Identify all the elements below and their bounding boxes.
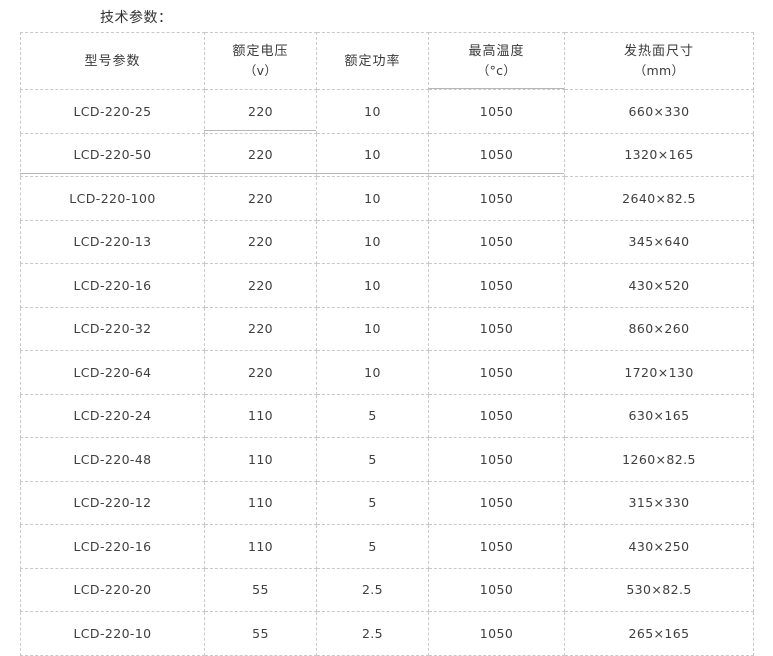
cell-model: LCD-220-64 <box>20 350 205 395</box>
cell-temperature: 1050 <box>428 350 565 395</box>
table-row: LCD-220-64 220 10 1050 1720×130 <box>20 350 754 395</box>
table-row: LCD-220-16 110 5 1050 430×250 <box>20 524 754 569</box>
cell-power: 10 <box>316 219 429 264</box>
cell-voltage: 110 <box>204 480 317 525</box>
cell-size: 1320×165 <box>564 132 754 177</box>
cell-model: LCD-220-25 <box>20 89 205 134</box>
technical-parameters-table: 型号参数 额定电压 （v） 额定功率 最高温度 （°c） <box>20 32 754 656</box>
cell-temperature: 1050 <box>428 219 565 264</box>
column-header-voltage-label: 额定电压 <box>232 44 289 59</box>
cell-model: LCD-220-13 <box>20 219 205 264</box>
table-row: LCD-220-25 220 10 1050 660×330 <box>20 89 754 134</box>
table-row: LCD-220-20 55 2.5 1050 530×82.5 <box>20 567 754 612</box>
cell-size: 430×520 <box>564 263 754 308</box>
column-header-temperature-unit: （°c） <box>476 63 517 78</box>
cell-temperature: 1050 <box>428 132 565 177</box>
cell-model: LCD-220-20 <box>20 567 205 612</box>
column-header-voltage: 额定电压 （v） <box>204 32 317 90</box>
spec-table-container: 型号参数 额定电压 （v） 额定功率 最高温度 （°c） <box>20 32 754 656</box>
cell-voltage: 55 <box>204 611 317 656</box>
column-header-size-unit: （mm） <box>633 63 685 78</box>
cell-size: 345×640 <box>564 219 754 264</box>
column-header-size: 发热面尺寸 （mm） <box>564 32 754 90</box>
table-row: LCD-220-16 220 10 1050 430×520 <box>20 263 754 308</box>
cell-voltage: 55 <box>204 567 317 612</box>
cell-voltage: 110 <box>204 393 317 438</box>
cell-model: LCD-220-100 <box>20 176 205 221</box>
cell-temperature: 1050 <box>428 437 565 482</box>
cell-model: LCD-220-48 <box>20 437 205 482</box>
table-row: LCD-220-50 220 10 1050 1320×165 <box>20 132 754 177</box>
column-header-size-label: 发热面尺寸 <box>623 44 694 59</box>
column-header-temperature-label: 最高温度 <box>468 44 525 59</box>
cell-temperature: 1050 <box>428 393 565 438</box>
cell-power: 2.5 <box>316 611 429 656</box>
column-header-temperature: 最高温度 （°c） <box>428 32 565 90</box>
cell-temperature: 1050 <box>428 480 565 525</box>
cell-voltage: 220 <box>204 132 317 177</box>
cell-power: 10 <box>316 176 429 221</box>
cell-temperature: 1050 <box>428 306 565 351</box>
cell-power: 5 <box>316 393 429 438</box>
table-row: LCD-220-48 110 5 1050 1260×82.5 <box>20 437 754 482</box>
cell-power: 10 <box>316 306 429 351</box>
cell-size: 265×165 <box>564 611 754 656</box>
cell-size: 630×165 <box>564 393 754 438</box>
cell-size: 860×260 <box>564 306 754 351</box>
cell-temperature: 1050 <box>428 611 565 656</box>
page-title: 技术参数： <box>100 10 173 26</box>
table-row: LCD-220-10 55 2.5 1050 265×165 <box>20 611 754 656</box>
cell-voltage: 220 <box>204 176 317 221</box>
column-header-voltage-unit: （v） <box>243 63 278 78</box>
table-row: LCD-220-32 220 10 1050 860×260 <box>20 306 754 351</box>
cell-power: 10 <box>316 89 429 134</box>
cell-temperature: 1050 <box>428 176 565 221</box>
table-row: LCD-220-12 110 5 1050 315×330 <box>20 480 754 525</box>
column-header-model: 型号参数 <box>20 32 205 90</box>
cell-voltage: 220 <box>204 219 317 264</box>
cell-power: 5 <box>316 524 429 569</box>
cell-model: LCD-220-24 <box>20 393 205 438</box>
cell-power: 2.5 <box>316 567 429 612</box>
cell-size: 530×82.5 <box>564 567 754 612</box>
cell-voltage: 220 <box>204 306 317 351</box>
spec-table-page: 技术参数： 型号参数 额定电压 （v） <box>20 10 754 656</box>
column-header-power: 额定功率 <box>316 32 429 90</box>
cell-model: LCD-220-10 <box>20 611 205 656</box>
table-row: LCD-220-100 220 10 1050 2640×82.5 <box>20 176 754 221</box>
cell-size: 2640×82.5 <box>564 176 754 221</box>
cell-temperature: 1050 <box>428 89 565 134</box>
cell-model: LCD-220-16 <box>20 524 205 569</box>
column-header-model-label: 型号参数 <box>84 53 141 69</box>
cell-voltage: 220 <box>204 89 317 134</box>
cell-temperature: 1050 <box>428 524 565 569</box>
cell-size: 1720×130 <box>564 350 754 395</box>
cell-size: 1260×82.5 <box>564 437 754 482</box>
cell-model: LCD-220-32 <box>20 306 205 351</box>
cell-model: LCD-220-16 <box>20 263 205 308</box>
cell-power: 5 <box>316 437 429 482</box>
cell-voltage: 220 <box>204 350 317 395</box>
cell-power: 10 <box>316 263 429 308</box>
cell-power: 10 <box>316 350 429 395</box>
cell-model: LCD-220-50 <box>20 132 205 177</box>
cell-voltage: 110 <box>204 437 317 482</box>
cell-size: 430×250 <box>564 524 754 569</box>
cell-power: 10 <box>316 132 429 177</box>
column-header-power-label: 额定功率 <box>344 53 401 69</box>
table-row: LCD-220-24 110 5 1050 630×165 <box>20 393 754 438</box>
cell-size: 660×330 <box>564 89 754 134</box>
cell-voltage: 220 <box>204 263 317 308</box>
cell-temperature: 1050 <box>428 567 565 612</box>
cell-power: 5 <box>316 480 429 525</box>
cell-model: LCD-220-12 <box>20 480 205 525</box>
cell-size: 315×330 <box>564 480 754 525</box>
cell-temperature: 1050 <box>428 263 565 308</box>
table-row: LCD-220-13 220 10 1050 345×640 <box>20 219 754 264</box>
cell-voltage: 110 <box>204 524 317 569</box>
table-header-row: 型号参数 额定电压 （v） 额定功率 最高温度 （°c） <box>20 32 754 90</box>
